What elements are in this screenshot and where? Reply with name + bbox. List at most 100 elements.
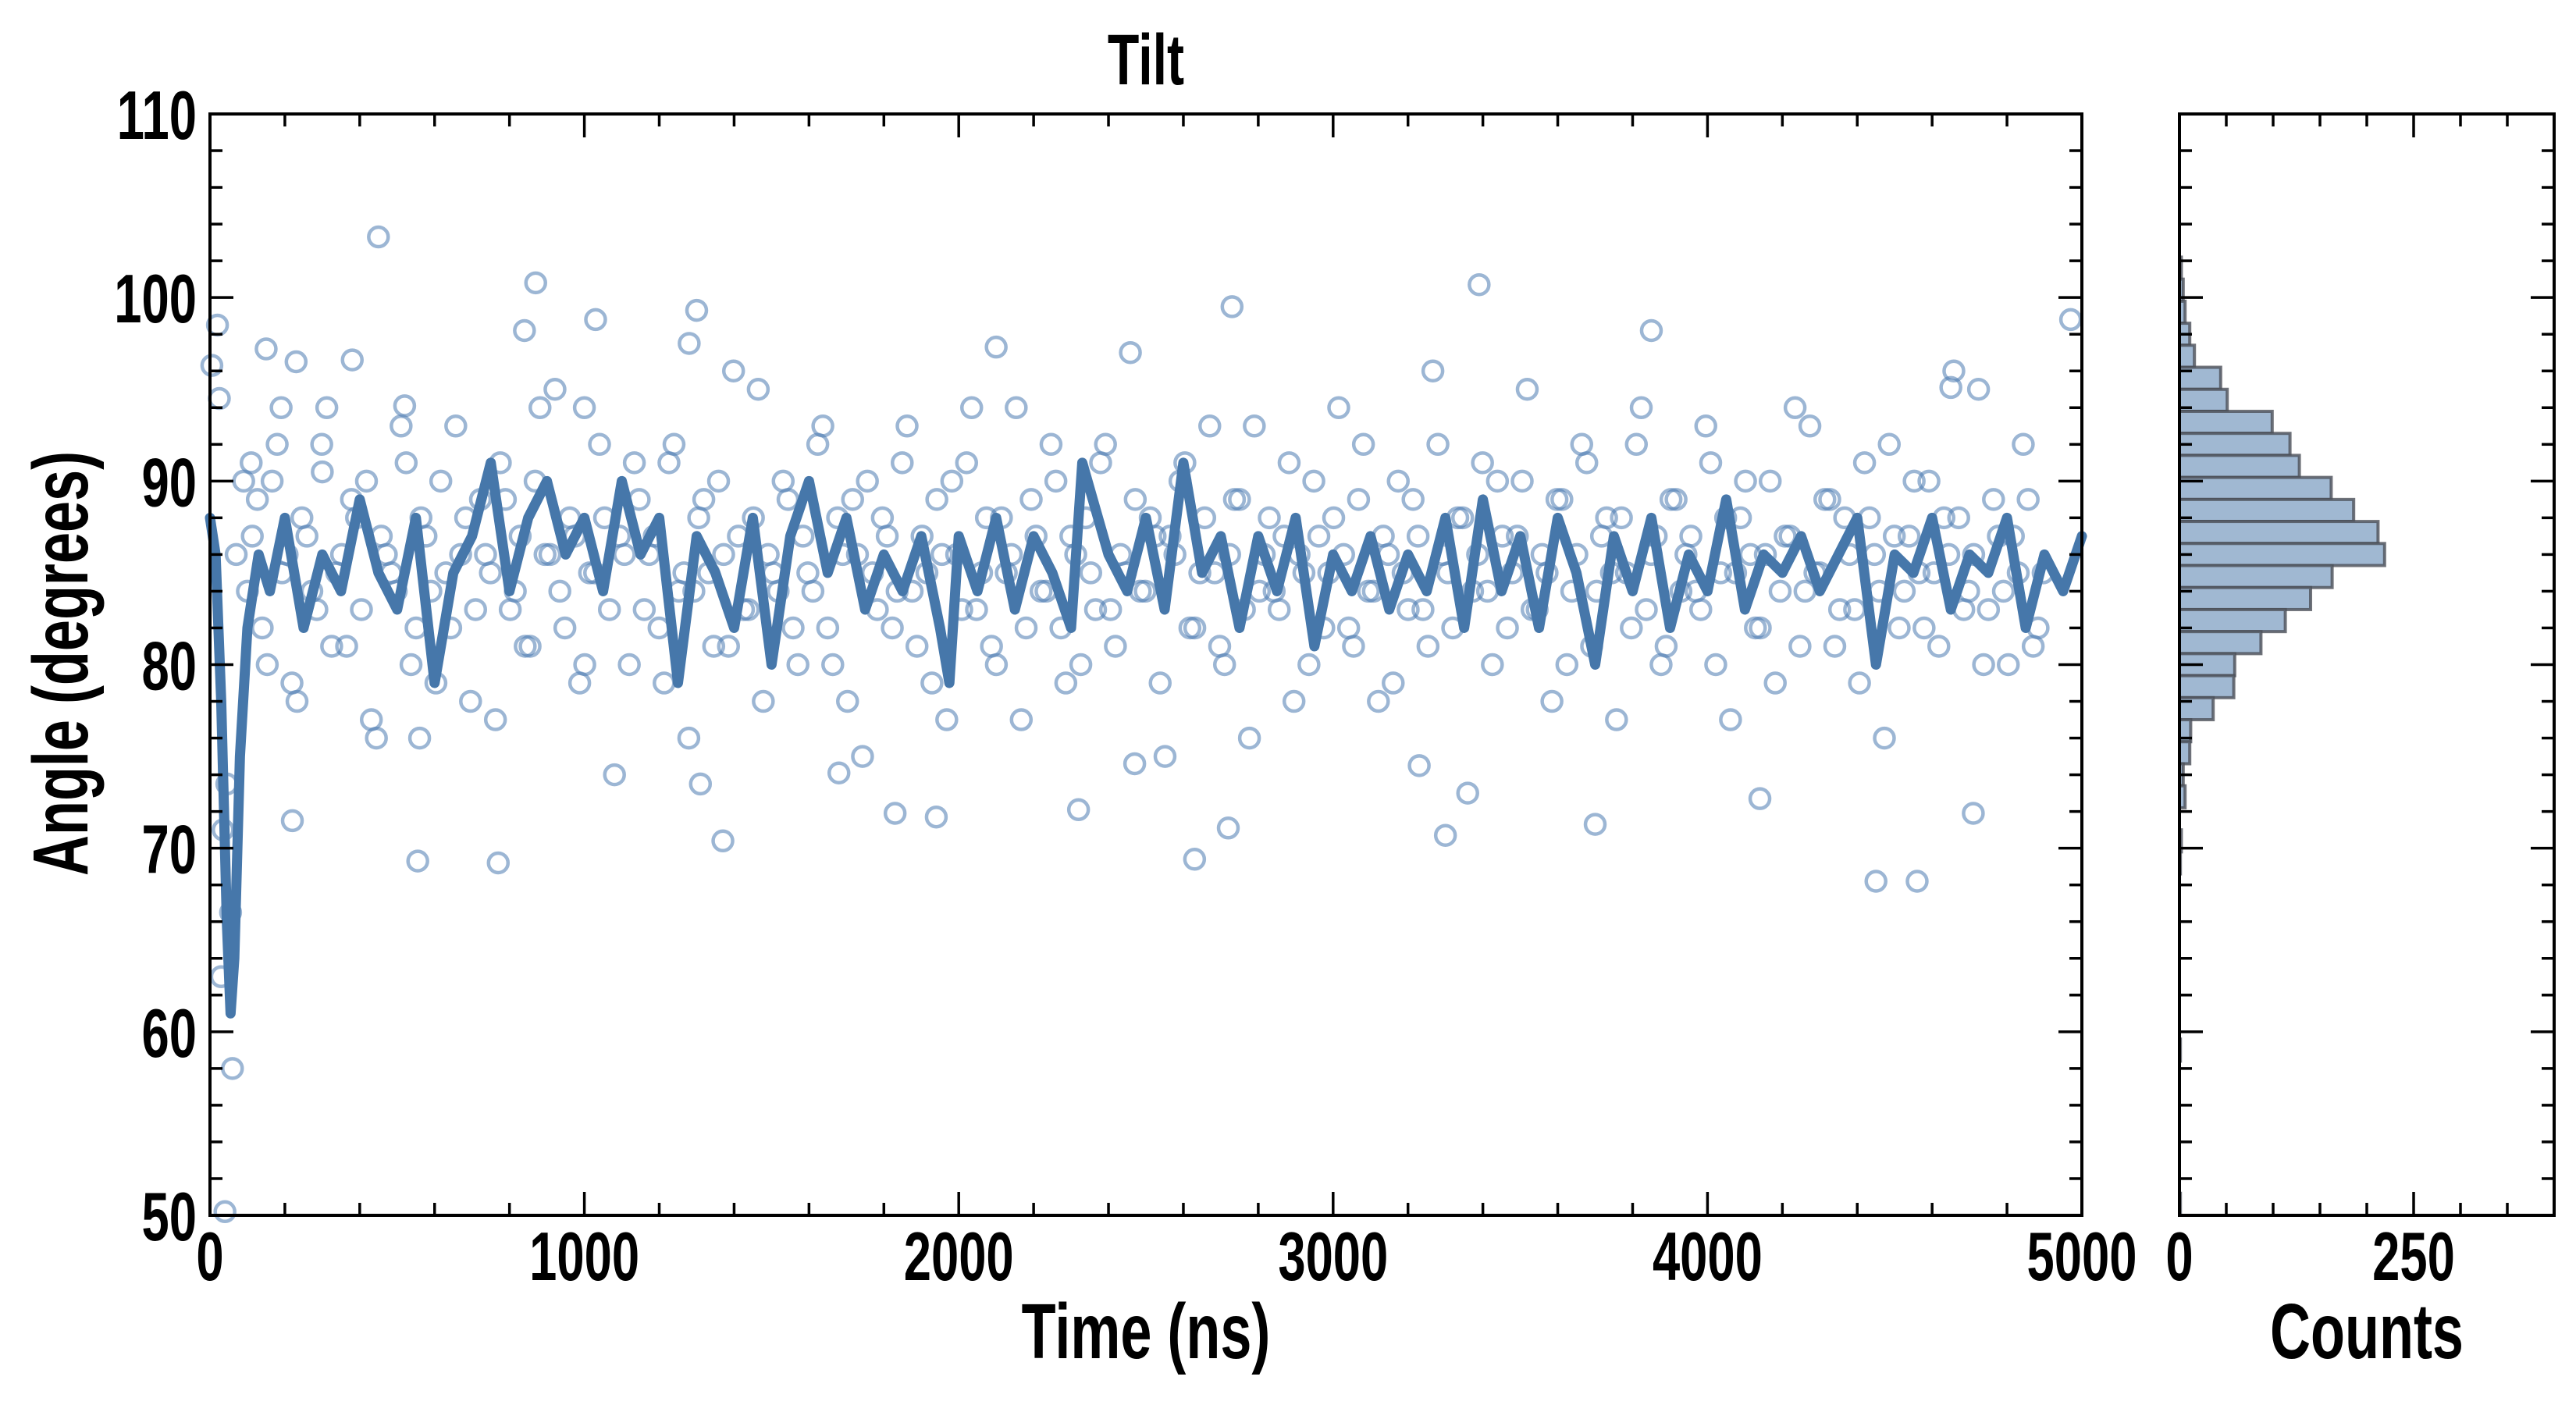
scatter-point (1347, 488, 1371, 511)
scatter-point (1540, 689, 1564, 713)
scatter-point (459, 689, 482, 713)
x-tick-label: 0 (196, 1219, 223, 1296)
scatter-point (1699, 451, 1723, 475)
y-tick-label: 100 (114, 261, 197, 338)
x-tick-label: 5000 (2027, 1219, 2137, 1296)
scatter-point (597, 598, 621, 621)
scatter-point (1119, 340, 1142, 365)
scatter-point (746, 378, 770, 401)
scatter-point (1827, 598, 1852, 621)
scatter-point (1019, 488, 1043, 511)
tick-labels: 0 1000 2000 3000 4000 5000 50 60 70 80 90 100 110 0 25… (114, 78, 2455, 1296)
scatter-point (573, 653, 596, 677)
scatter-point (841, 488, 864, 511)
scatter-point (1277, 451, 1301, 475)
scatter-point (1679, 525, 1703, 548)
y-tick-label: 90 (142, 445, 197, 521)
scatter-point (2021, 635, 2045, 658)
scatter-point (310, 432, 333, 457)
scatter-point (1620, 616, 1643, 640)
histogram-bar (2178, 607, 2287, 634)
histogram-bar (2178, 432, 2292, 457)
x-tick-label: 2000 (904, 1219, 1014, 1296)
histogram-bar (2178, 454, 2301, 479)
scatter-point (1382, 671, 1405, 695)
scatter-point (1342, 635, 1365, 658)
scatter-point (260, 469, 284, 493)
scatter-point (1386, 469, 1411, 493)
scatter-point (1426, 432, 1450, 457)
scatter-point (1327, 396, 1350, 420)
scatter-point (254, 337, 278, 361)
scatter-point (1768, 579, 1792, 603)
scatter-point (251, 616, 274, 640)
scatter-point (1397, 598, 1420, 621)
scatter-point (1635, 598, 1658, 621)
scatter-point (940, 469, 964, 493)
scatter-point (245, 488, 269, 511)
scatter-point (1912, 616, 1936, 640)
scatter-point (711, 829, 735, 853)
scatter-point (1793, 579, 1817, 603)
scatter-point (407, 726, 432, 750)
scatter-point (1183, 616, 1207, 640)
scatter-point (394, 451, 418, 475)
scatter-point (1039, 432, 1063, 457)
scatter-point (1009, 708, 1034, 731)
main-plot-marks (200, 225, 2087, 1224)
scatter-point (290, 506, 314, 530)
scatter-point (340, 348, 364, 372)
scatter-point (1054, 671, 1078, 695)
scatter-point (1336, 616, 1361, 640)
scatter-point (1421, 359, 1445, 382)
scatter-point (221, 1057, 244, 1080)
scatter-point (881, 616, 904, 640)
y-tick-label: 110 (117, 78, 197, 155)
scatter-point (1351, 432, 1375, 457)
scatter-point (1639, 318, 1663, 343)
scatter-point (1888, 616, 1911, 640)
scatter-point (1515, 378, 1539, 401)
scatter-point (617, 653, 641, 677)
scatter-point (1882, 525, 1906, 548)
scatter-point (399, 653, 423, 677)
scatter-point (920, 671, 944, 695)
scatter-point (311, 460, 334, 484)
scatter-point (712, 542, 735, 567)
scatter-point (474, 542, 497, 567)
scatter-point (543, 378, 567, 401)
scatter-point (955, 451, 979, 475)
scatter-point (836, 689, 859, 713)
scatter-point (255, 653, 279, 677)
scatter-point (806, 432, 830, 457)
scatter-point (771, 469, 795, 493)
scatter-point (1976, 598, 2001, 621)
scatter-point (1148, 671, 1172, 695)
scatter-point (856, 469, 879, 493)
scatter-point (1098, 598, 1123, 621)
scatter-point (781, 616, 805, 640)
scatter-point (1758, 469, 1782, 493)
scatter-point (613, 542, 636, 567)
scatter-point (925, 488, 948, 511)
scatter-point (662, 432, 686, 457)
scatter-point (240, 451, 263, 475)
scatter-point (1689, 598, 1713, 621)
scatter-point (1659, 488, 1683, 511)
scatter-point (584, 308, 607, 332)
scatter-point (1212, 653, 1236, 677)
scatter-point (2012, 432, 2035, 457)
scatter-point (1066, 798, 1091, 822)
scatter-point (721, 359, 745, 382)
histogram-bar (2178, 520, 2380, 546)
scatter-point (801, 579, 825, 603)
scatter-point (213, 1200, 237, 1224)
scatter-point (464, 598, 488, 621)
scatter-point (1574, 451, 1599, 475)
scatter-point (513, 318, 536, 343)
y-tick-label: 70 (142, 813, 197, 889)
scatter-point (1748, 787, 1772, 810)
y-axis-label: Angle (degrees) (17, 451, 104, 876)
scatter-point (1471, 451, 1494, 475)
scatter-point (1222, 488, 1247, 511)
